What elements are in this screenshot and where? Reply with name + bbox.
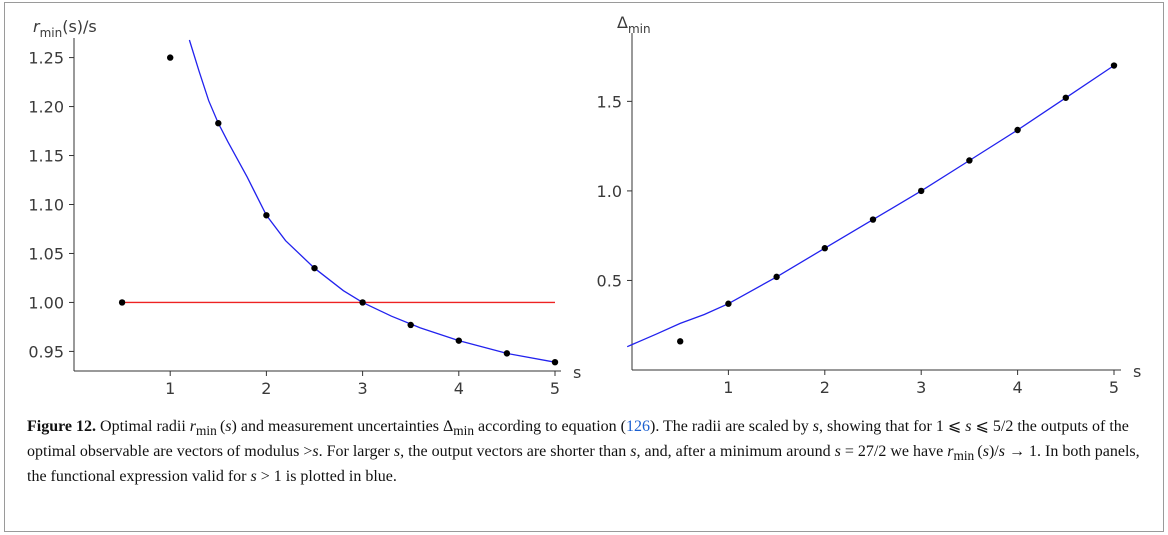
fit-curve	[626, 64, 1115, 348]
y-tick-label: 1.5	[597, 92, 622, 111]
fit-curve	[188, 39, 556, 363]
x-tick-label: 5	[1109, 378, 1119, 397]
y-tick-label: 1.0	[597, 182, 622, 201]
data-point	[966, 157, 973, 164]
y-tick-label: 1.00	[28, 293, 64, 312]
data-point	[918, 187, 925, 195]
data-point	[407, 321, 414, 329]
x-tick-label: 4	[1013, 378, 1023, 397]
x-axis-title: s	[573, 363, 581, 382]
data-point	[869, 216, 877, 223]
x-tick-label: 1	[723, 378, 733, 397]
x-tick-label: 4	[454, 379, 464, 398]
y-tick-label: 1.05	[28, 244, 64, 263]
data-point	[215, 120, 222, 127]
x-tick-label: 3	[916, 378, 926, 397]
x-tick-label: 5	[550, 379, 560, 398]
data-point	[118, 299, 126, 306]
figure-frame: 1 2 3 4 5 0.95 1.00 1.05 1.10 1.15 1.20 1.25 s rmin(s…	[4, 2, 1164, 532]
y-axis-title: Δmin	[617, 13, 651, 36]
data-point	[725, 300, 732, 307]
data-point	[455, 337, 462, 344]
data-point	[311, 264, 318, 272]
x-tick-label: 3	[358, 379, 368, 398]
x-axis-title: s	[1133, 362, 1141, 381]
left-chart: 1 2 3 4 5 0.95 1.00 1.05 1.10 1.15 1.20 1.25 s rmin(s…	[28, 17, 581, 398]
data-point	[1062, 94, 1069, 101]
y-tick-label: 1.25	[28, 49, 64, 68]
data-point	[263, 212, 270, 219]
data-point	[503, 350, 511, 357]
y-tick-label: 0.95	[28, 342, 64, 361]
y-axis-title: rmin(s)/s	[33, 17, 97, 40]
y-tick-label: 1.20	[28, 98, 64, 117]
figure-caption: Figure 12. Optimal radii rmin (s) and me…	[27, 416, 1147, 487]
y-tick-label: 0.5	[597, 271, 622, 290]
data-point	[821, 245, 828, 252]
data-point	[773, 273, 780, 281]
data-point	[167, 54, 174, 61]
x-tick-label: 2	[820, 378, 830, 397]
data-point	[551, 358, 559, 366]
caption-label: Figure 12.	[27, 418, 97, 435]
x-tick-label: 1	[165, 379, 175, 398]
right-chart: 1 2 3 4 5 0.5 1.0 1.5 s Δmin	[597, 13, 1142, 397]
caption-text: Optimal radii rmin (s) and measurement u…	[27, 418, 1140, 486]
data-point	[677, 338, 684, 345]
y-tick-label: 1.15	[28, 147, 64, 166]
data-point	[1014, 126, 1021, 134]
x-tick-label: 2	[261, 379, 271, 398]
data-point	[1110, 62, 1118, 69]
data-point	[359, 299, 366, 306]
y-tick-label: 1.10	[28, 196, 64, 215]
